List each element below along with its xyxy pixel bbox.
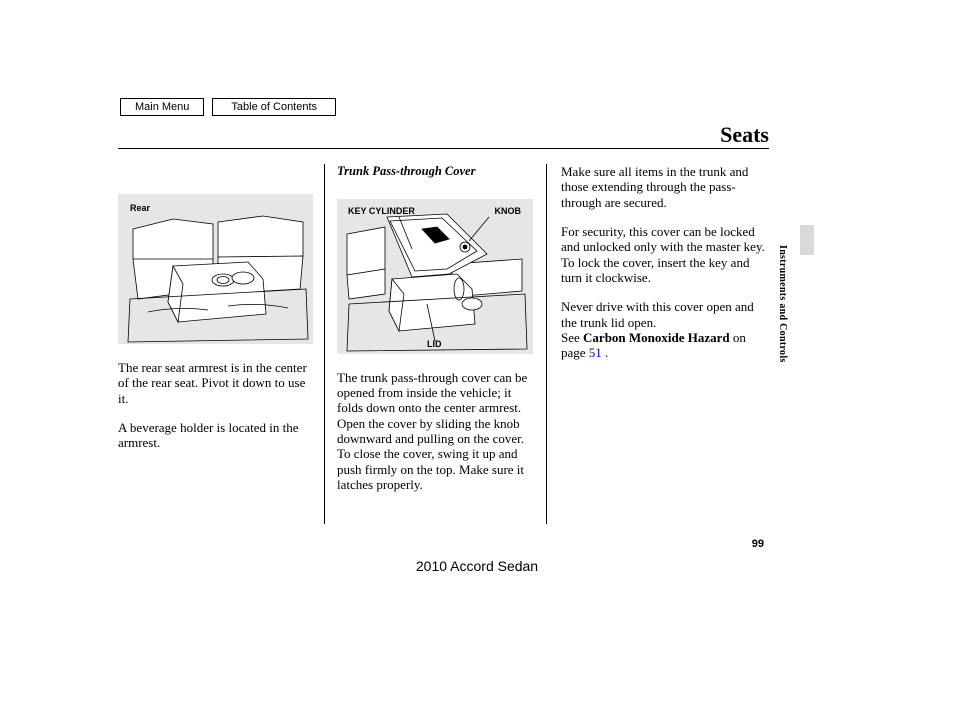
page-link-51[interactable]: 51 [589, 345, 602, 360]
column-3: Make sure all items in the trunk and tho… [561, 164, 771, 524]
col3-para3a: Never drive with this cover open and the… [561, 299, 754, 329]
figure-rear-armrest: Rear [118, 194, 313, 344]
col3-para3b: See [561, 330, 583, 345]
col3-para3-bold: Carbon Monoxide Hazard [583, 330, 730, 345]
title-rule [118, 148, 769, 149]
col3-para3d: . [602, 345, 609, 360]
col1-para1: The rear seat armrest is in the center o… [118, 360, 316, 406]
page-title: Seats [720, 122, 769, 148]
page-number: 99 [752, 538, 764, 550]
side-tab [800, 225, 814, 255]
figure-trunk-pass-through: KEY CYLINDER KNOB LID [337, 199, 533, 354]
col2-para1: The trunk pass-through cover can be open… [337, 370, 536, 493]
column-1: Rear The rear seat armrest [118, 164, 325, 524]
col3-para2: For security, this cover can be locked a… [561, 224, 771, 285]
nav-buttons-container: Main Menu Table of Contents [120, 98, 336, 116]
rear-seat-illustration [118, 194, 313, 344]
content-columns: Rear The rear seat armrest [118, 164, 771, 524]
footer-model-name: 2010 Accord Sedan [0, 558, 954, 574]
toc-button[interactable]: Table of Contents [212, 98, 336, 116]
col2-subheading: Trunk Pass-through Cover [337, 164, 536, 179]
col1-para2: A beverage holder is located in the armr… [118, 420, 316, 451]
col3-para1: Make sure all items in the trunk and tho… [561, 164, 771, 210]
col3-para3: Never drive with this cover open and the… [561, 299, 771, 360]
side-section-label: Instruments and Controls [777, 245, 788, 363]
main-menu-button[interactable]: Main Menu [120, 98, 204, 116]
column-2: Trunk Pass-through Cover KEY CYLINDER KN… [337, 164, 547, 524]
trunk-illustration [337, 199, 533, 354]
